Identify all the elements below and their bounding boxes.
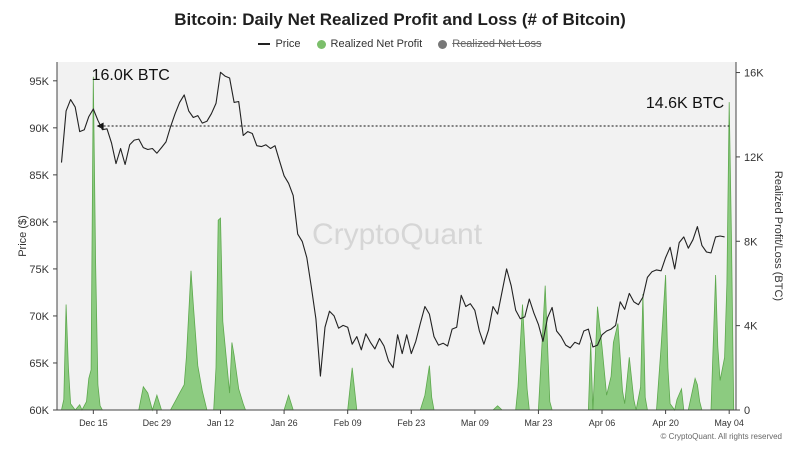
x-tick-label: Mar 23: [524, 418, 552, 428]
annotation-peak-left: 16.0K BTC: [92, 67, 170, 84]
y-tick-label: 65K: [29, 358, 49, 370]
price-line: [60, 71, 725, 377]
plot-area: [57, 62, 736, 410]
x-tick-label: May 04: [714, 418, 744, 428]
y-right-tick-label: 4K: [744, 321, 758, 333]
y-tick-label: 60K: [29, 405, 49, 417]
legend-label-profit: Realized Net Profit: [330, 38, 423, 50]
watermark-logo: CryptoQuant: [312, 218, 483, 251]
y-tick-label: 85K: [29, 170, 49, 182]
y-right-tick-label: 16K: [744, 68, 764, 80]
legend-line-marker: [258, 43, 271, 45]
profit-area-layer: [61, 76, 735, 412]
legend-label-loss: Realized Net Loss: [452, 38, 542, 50]
x-tick-label: Apr 20: [652, 418, 679, 428]
realized-net-profit-area: [61, 76, 735, 412]
chart-legend: Price Realized Net Profit Realized Net L…: [0, 38, 800, 50]
legend-dot-marker: [438, 39, 448, 49]
y-axis-label-right: Realized Profit/Loss (BTC): [772, 171, 784, 301]
y-right-tick-label: 12K: [744, 152, 764, 164]
y-tick-label: 80K: [29, 217, 49, 229]
x-tick-label: Apr 06: [589, 418, 616, 428]
x-tick-label: Dec 15: [79, 418, 108, 428]
x-tick-label: Feb 23: [397, 418, 425, 428]
annotation-peak-right: 14.6K BTC: [646, 95, 724, 112]
y-right-tick-label: 8K: [744, 236, 758, 248]
y-tick-label: 70K: [29, 311, 49, 323]
y-tick-label: 90K: [29, 123, 49, 135]
x-tick-label: Jan 26: [271, 418, 298, 428]
y-tick-label: 75K: [29, 264, 49, 276]
reference-arrowhead: [96, 122, 104, 130]
x-tick-label: Jan 12: [207, 418, 234, 428]
legend-label-price: Price: [275, 38, 301, 50]
annotation-layer: 16.0K BTC 14.6K BTC: [92, 67, 725, 112]
legend-dot-marker: [316, 39, 326, 49]
legend-item-realized-net-loss[interactable]: Realized Net Loss: [438, 38, 542, 50]
y-tick-label: 95K: [29, 76, 49, 88]
axis-layer: 60K 65K 70K 75K 80K 85K 90K 95K 0 4K 8K 12K 16K Dec 1…: [17, 62, 784, 428]
chart-title: Bitcoin: Daily Net Realized Profit and L…: [174, 10, 626, 29]
reference-layer: [96, 122, 730, 130]
x-tick-label: Feb 09: [334, 418, 362, 428]
legend-item-realized-net-profit[interactable]: Realized Net Profit: [316, 38, 423, 50]
x-tick-label: Mar 09: [461, 418, 489, 428]
y-axis-label: Price ($): [17, 215, 29, 257]
copyright-text: © CryptoQuant. All rights reserved: [660, 432, 783, 441]
price-line-layer: [60, 71, 725, 377]
y-right-tick-label: 0: [744, 405, 750, 417]
x-tick-label: Dec 29: [143, 418, 172, 428]
legend-item-price[interactable]: Price: [258, 38, 301, 50]
